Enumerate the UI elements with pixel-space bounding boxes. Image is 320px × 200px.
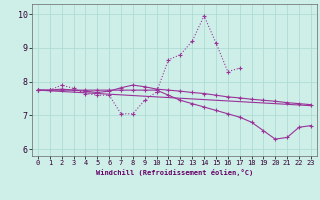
X-axis label: Windchill (Refroidissement éolien,°C): Windchill (Refroidissement éolien,°C) [96, 169, 253, 176]
